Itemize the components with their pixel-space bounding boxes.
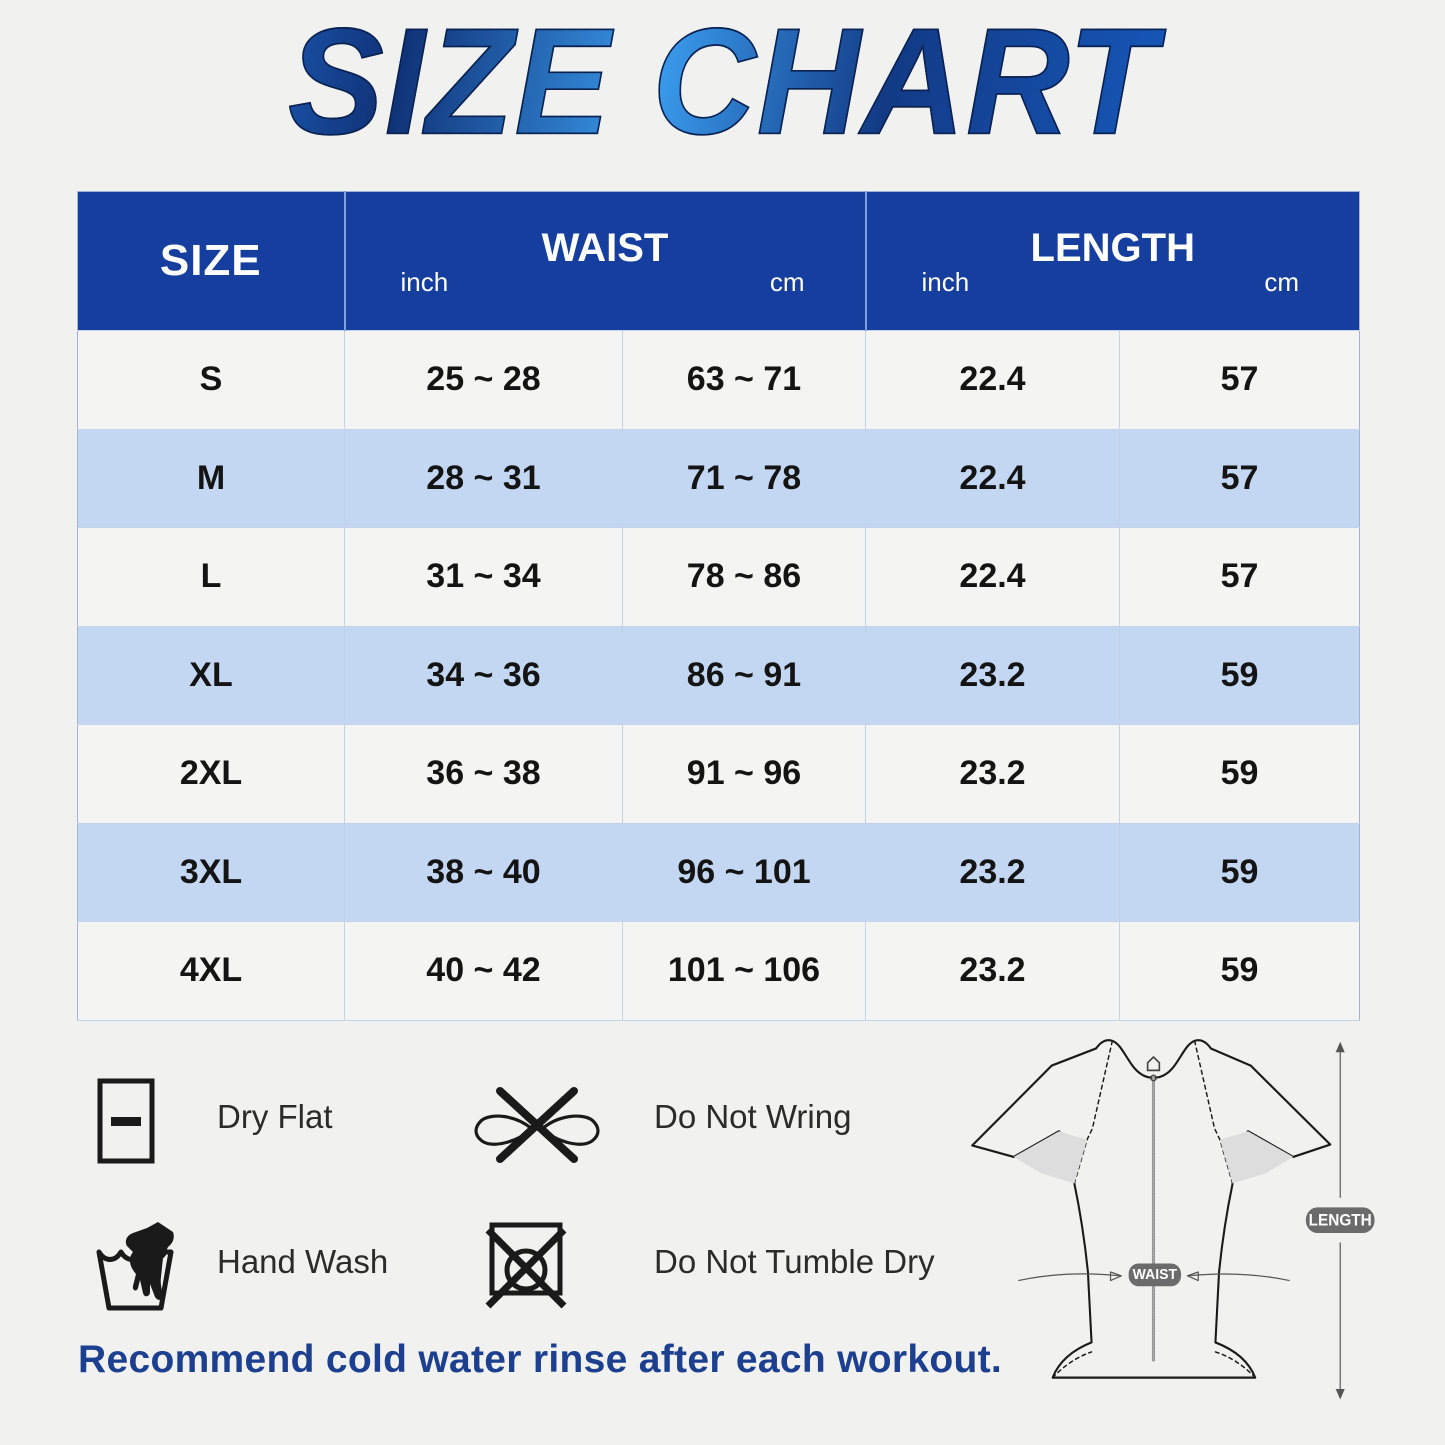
svg-text:LENGTH: LENGTH xyxy=(1309,1212,1372,1229)
svg-text:WAIST: WAIST xyxy=(1133,1267,1178,1283)
